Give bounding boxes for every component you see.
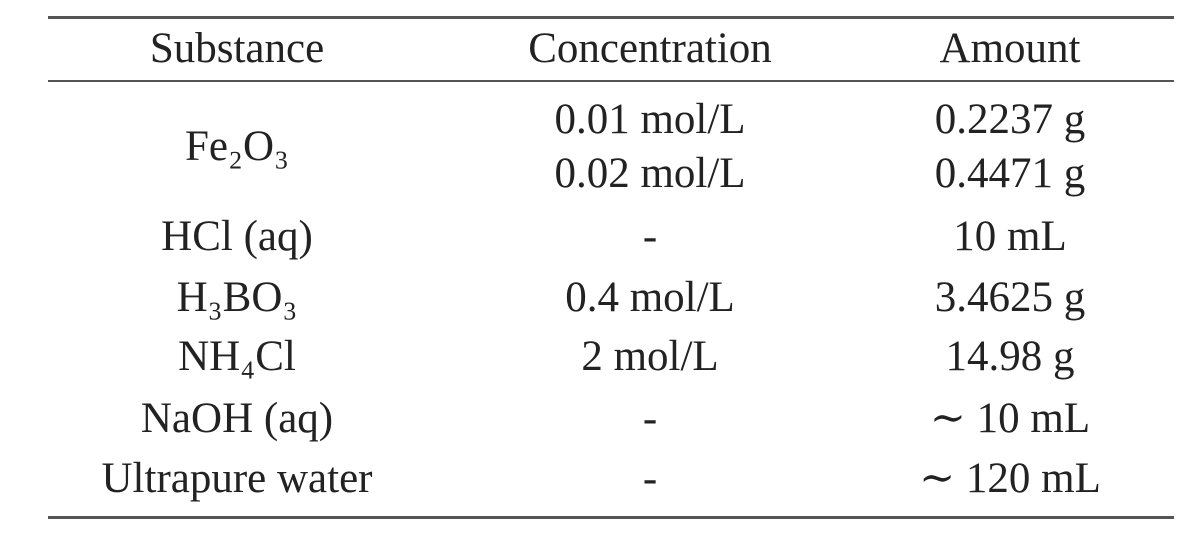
- amount-cell: 0.4471 g: [934, 150, 1086, 197]
- concentration-cell: 0.4 mol/L: [565, 274, 735, 321]
- substance-cell: NH₄Cl: [178, 333, 296, 380]
- header-cell: Amount: [939, 25, 1081, 72]
- amount-cell: ∼ 10 mL: [929, 395, 1091, 442]
- substance-cell: H₃BO₃: [176, 274, 298, 321]
- concentration-cell: -: [642, 455, 658, 502]
- amount-cell: 0.2237 g: [934, 96, 1086, 143]
- amount-cell: 10 mL: [953, 213, 1067, 260]
- substance-cell: HCl (aq): [161, 213, 313, 260]
- substance-cell: Ultrapure water: [101, 455, 373, 502]
- concentration-cell: 0.02 mol/L: [554, 150, 746, 197]
- concentration-cell: -: [642, 213, 658, 260]
- concentration-cell: 2 mol/L: [581, 333, 719, 380]
- substance-cell: Fe₂O₃: [184, 123, 290, 170]
- header-rule: [48, 80, 1174, 82]
- amount-cell: ∼ 120 mL: [919, 455, 1101, 502]
- header-cell: Concentration: [528, 25, 772, 72]
- bottom-rule: [48, 516, 1174, 519]
- concentration-cell: 0.01 mol/L: [554, 96, 746, 143]
- header-cell: Substance: [149, 25, 325, 72]
- top-rule: [48, 16, 1174, 19]
- concentration-cell: -: [642, 395, 658, 442]
- amount-cell: 14.98 g: [945, 333, 1075, 380]
- substance-cell: NaOH (aq): [140, 395, 334, 442]
- amount-cell: 3.4625 g: [934, 274, 1086, 321]
